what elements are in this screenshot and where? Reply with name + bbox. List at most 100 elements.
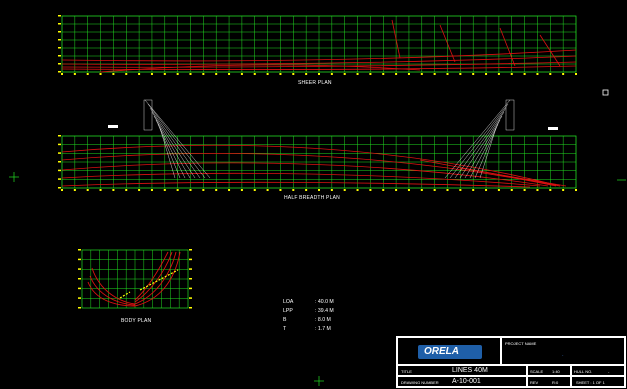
- station-tick: [266, 189, 269, 191]
- particular-row: LPP : 39.4 M: [283, 307, 334, 316]
- sheer-plan-label: SHEER PLAN: [298, 80, 332, 86]
- station-tick: [562, 189, 565, 191]
- station-tick: [58, 178, 61, 180]
- station-tick: [485, 189, 488, 191]
- drawing-value: A-10-001: [452, 378, 481, 385]
- station-tick: [536, 189, 539, 191]
- project-cell: PROJECT NAME -: [501, 337, 625, 365]
- station-tick: [472, 73, 475, 75]
- station-tick: [78, 287, 81, 290]
- station-tick: [549, 189, 552, 191]
- station-tick: [420, 73, 423, 75]
- station-tick: [343, 189, 346, 191]
- drawing-number-cell: DRAWING NUMBER A-10-001: [397, 376, 527, 387]
- particular-value: : 8.0 M: [315, 317, 331, 323]
- station-tick: [58, 47, 61, 49]
- station-tick: [240, 73, 243, 75]
- station-tick: [305, 189, 308, 191]
- station-tick: [125, 73, 128, 75]
- crosshair-bottom: [314, 376, 324, 386]
- station-tick: [78, 268, 81, 270]
- station-tick: [78, 297, 81, 299]
- station-tick: [58, 39, 61, 41]
- station-tick: [472, 189, 475, 191]
- station-tick: [446, 73, 449, 75]
- station-tick: [510, 189, 513, 191]
- station-tick: [215, 73, 218, 75]
- title-block: ORELA PROJECT NAME - TITLE LINES 40M SCA…: [396, 336, 626, 388]
- station-tick: [497, 73, 500, 75]
- station-tick: [292, 73, 295, 75]
- particular-key: LOA: [283, 299, 294, 305]
- station-tick: [61, 73, 63, 75]
- station-tick: [215, 189, 218, 191]
- station-tick: [58, 152, 61, 154]
- station-tick: [86, 73, 89, 75]
- station-tick: [112, 73, 115, 75]
- station-tick: [536, 73, 539, 75]
- particular-key: B: [283, 317, 287, 323]
- sheer-plan-drawing[interactable]: [58, 15, 577, 75]
- hull-label: HULL NO.: [574, 369, 593, 374]
- station-tick: [163, 189, 166, 191]
- station-tick: [58, 135, 61, 137]
- station-tick: [58, 71, 61, 73]
- station-tick: [58, 31, 61, 33]
- station-tick: [189, 297, 192, 299]
- particular-row: T: 1.7 M: [283, 325, 334, 334]
- station-tick: [497, 189, 500, 191]
- body-plan-label: BODY PLAN: [121, 318, 152, 324]
- station-tick: [395, 73, 398, 75]
- hull-value: -: [608, 369, 610, 374]
- station-tick: [58, 187, 61, 189]
- station-tick: [189, 278, 192, 280]
- title-label: TITLE: [401, 369, 412, 374]
- station-tick: [73, 73, 76, 75]
- company-logo: ORELA: [418, 345, 482, 359]
- station-tick: [279, 189, 282, 191]
- station-tick: [99, 189, 102, 191]
- station-tick: [73, 189, 76, 191]
- station-tick: [58, 55, 61, 57]
- half-breadth-plan-drawing[interactable]: [58, 99, 577, 191]
- particular-key: T: [283, 326, 287, 332]
- rev-cell: REV R:0: [527, 376, 571, 387]
- scale-cell: SCALE 1:40: [527, 365, 571, 376]
- rev-value: R:0: [552, 380, 559, 385]
- station-tick: [523, 189, 526, 191]
- station-tick: [382, 189, 385, 191]
- station-tick: [433, 189, 436, 191]
- station-tick: [318, 73, 320, 75]
- station-tick: [420, 189, 423, 191]
- station-tick: [58, 169, 61, 172]
- crosshair-left: [9, 172, 19, 182]
- station-tick: [150, 189, 153, 191]
- rev-label: REV: [530, 380, 539, 385]
- particular-key: LPP: [283, 308, 293, 314]
- station-tick: [369, 189, 372, 191]
- station-tick: [99, 73, 102, 75]
- station-tick: [549, 73, 552, 75]
- station-tick: [189, 249, 192, 251]
- principal-particulars: LOA: 40.0 M LPP: 39.4 M B: 8.0 M T: 1.7 …: [283, 298, 334, 334]
- station-tick: [330, 73, 333, 75]
- title-value: LINES 40M: [452, 367, 488, 374]
- station-tick: [356, 73, 359, 75]
- station-tick: [138, 189, 141, 191]
- body-plan-drawing[interactable]: [78, 249, 192, 309]
- station-tick: [433, 73, 436, 75]
- station-tick: [58, 15, 61, 17]
- station-tick: [163, 73, 166, 75]
- station-tick: [485, 73, 488, 75]
- particular-value: : 39.4 M: [315, 308, 334, 314]
- station-tick: [176, 189, 179, 191]
- station-tick: [78, 307, 81, 309]
- station-tick: [189, 268, 192, 270]
- station-tick: [58, 143, 61, 146]
- station-tick: [459, 73, 462, 75]
- station-tick: [240, 189, 243, 191]
- station-tick: [523, 73, 526, 75]
- station-tick: [266, 73, 269, 75]
- logo-cell: ORELA: [397, 337, 501, 365]
